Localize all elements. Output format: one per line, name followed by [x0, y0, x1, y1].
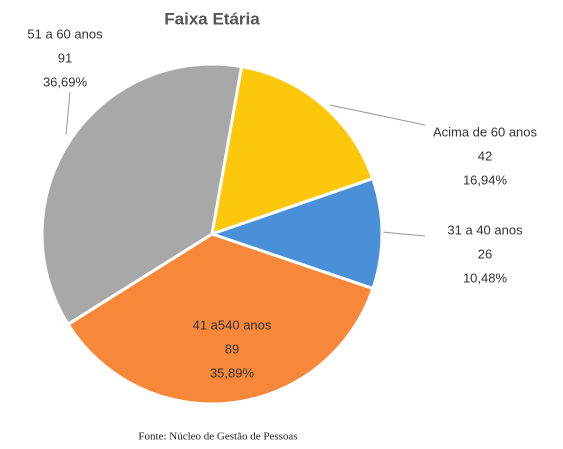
leaders — [65, 91, 426, 237]
slice-value: 26 — [478, 246, 492, 261]
slice-percent: 16,94% — [463, 172, 508, 187]
leader-line — [381, 231, 426, 237]
leader-line — [329, 104, 426, 126]
slice-percent: 36,69% — [43, 74, 88, 89]
slice-value: 91 — [58, 50, 72, 65]
slice-percent: 35,89% — [210, 365, 255, 380]
chart-title: Faixa Etária — [164, 9, 260, 28]
slice-value: 42 — [478, 148, 492, 163]
slice-label: 51 a 60 anos — [27, 26, 103, 41]
pie-slice — [207, 176, 384, 291]
leader-line — [65, 91, 71, 136]
source: Fonte: Núcleo de Gestão de Pessoas — [138, 431, 297, 443]
slice-value: 89 — [225, 341, 239, 356]
slice-label: 41 a540 anos — [193, 317, 272, 332]
slice-percent: 10,48% — [463, 270, 508, 285]
pie-slice — [65, 232, 375, 406]
slice-label: 31 a 40 anos — [447, 222, 523, 237]
slice-label: Acima de 60 anos — [433, 124, 538, 139]
pie-slice — [40, 62, 244, 327]
